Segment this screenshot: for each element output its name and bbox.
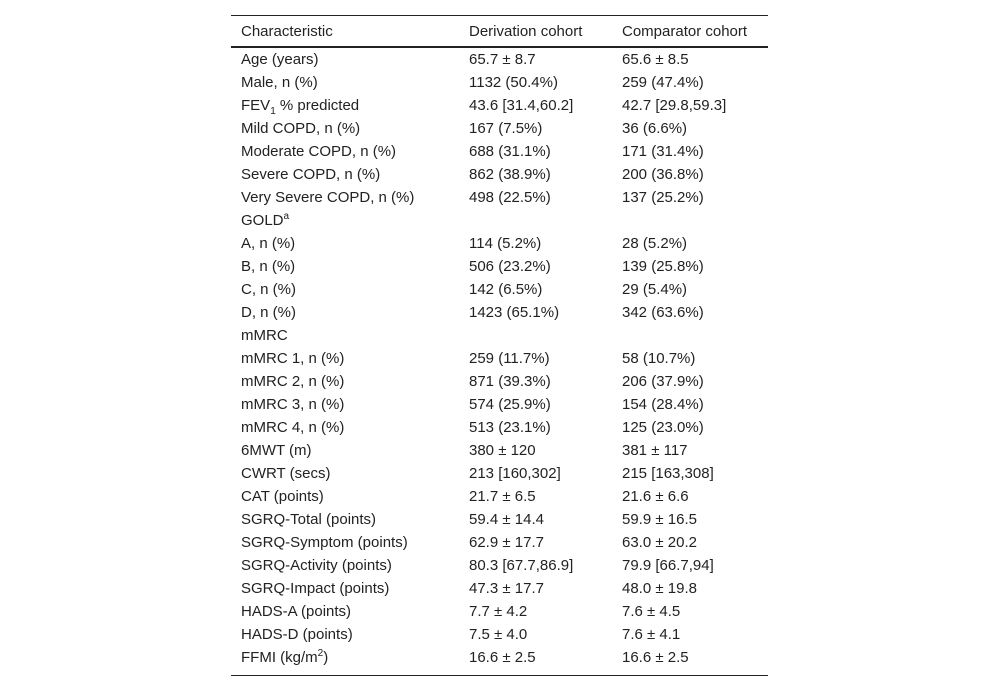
value-cell: 36 (6.6%) <box>622 120 688 137</box>
value-cell: 48.0 ± 19.8 <box>622 580 697 597</box>
label-text: FEV <box>241 97 271 114</box>
label-cell: mMRC 4, n (%) <box>241 419 345 436</box>
label-cell: mMRC <box>241 327 288 344</box>
subscript: 1 <box>270 106 276 117</box>
label-cell: B, n (%) <box>241 258 296 275</box>
value-cell: 1132 (50.4%) <box>469 74 558 91</box>
label-cell: C, n (%) <box>241 281 297 298</box>
value-cell: 574 (25.9%) <box>469 396 551 413</box>
label-cell: FFMI (kg/m2) <box>241 648 328 668</box>
value-cell: 688 (31.1%) <box>469 143 551 160</box>
label-cell: SGRQ-Total (points) <box>241 511 377 528</box>
label-cell: CWRT (secs) <box>241 465 331 482</box>
value-cell: 213 [160,302] <box>469 465 561 482</box>
superscript: a <box>283 211 290 222</box>
label-cell: mMRC 3, n (%) <box>241 396 345 413</box>
value-cell: 21.6 ± 6.6 <box>622 488 689 505</box>
label-text: FFMI (kg/m <box>241 649 318 666</box>
value-cell: 259 (11.7%) <box>469 350 550 367</box>
value-cell: 139 (25.8%) <box>622 258 704 275</box>
value-cell: 79.9 [66.7,94] <box>622 557 714 574</box>
header-rule <box>231 46 768 48</box>
label-text: % predicted <box>275 97 360 114</box>
label-cell: SGRQ-Activity (points) <box>241 557 392 574</box>
label-cell: Severe COPD, n (%) <box>241 166 381 183</box>
label-cell: Age (years) <box>241 51 319 68</box>
value-cell: 58 (10.7%) <box>622 350 696 367</box>
value-cell: 65.7 ± 8.7 <box>469 51 536 68</box>
top-rule <box>231 15 768 16</box>
value-cell: 114 (5.2%) <box>469 235 542 252</box>
value-cell: 59.4 ± 14.4 <box>469 511 544 528</box>
value-cell: 28 (5.2%) <box>622 235 688 252</box>
bottom-rule <box>231 675 768 676</box>
value-cell: 167 (7.5%) <box>469 120 543 137</box>
label-cell: Moderate COPD, n (%) <box>241 143 397 160</box>
label-cell: Mild COPD, n (%) <box>241 120 361 137</box>
value-cell: 16.6 ± 2.5 <box>622 649 689 666</box>
label-cell: mMRC 1, n (%) <box>241 350 345 367</box>
value-cell: 7.5 ± 4.0 <box>469 626 528 643</box>
value-cell: 80.3 [67.7,86.9] <box>469 557 574 574</box>
label-cell: D, n (%) <box>241 304 297 321</box>
value-cell: 200 (36.8%) <box>622 166 704 183</box>
value-cell: 7.7 ± 4.2 <box>469 603 528 620</box>
label-cell: SGRQ-Impact (points) <box>241 580 390 597</box>
value-cell: 43.6 [31.4,60.2] <box>469 97 574 114</box>
value-cell: 1423 (65.1%) <box>469 304 560 321</box>
header-cell: Characteristic <box>241 23 333 40</box>
value-cell: 498 (22.5%) <box>469 189 551 206</box>
value-cell: 7.6 ± 4.1 <box>622 626 681 643</box>
value-cell: 862 (38.9%) <box>469 166 551 183</box>
value-cell: 259 (47.4%) <box>622 74 704 91</box>
label-cell: FEV1 % predicted <box>241 96 360 117</box>
value-cell: 42.7 [29.8,59.3] <box>622 97 727 114</box>
value-cell: 171 (31.4%) <box>622 143 704 160</box>
label-cell: SGRQ-Symptom (points) <box>241 534 408 551</box>
value-cell: 59.9 ± 16.5 <box>622 511 697 528</box>
value-cell: 215 [163,308] <box>622 465 714 482</box>
label-cell: mMRC 2, n (%) <box>241 373 345 390</box>
value-cell: 63.0 ± 20.2 <box>622 534 697 551</box>
label-cell: Male, n (%) <box>241 74 318 91</box>
label-cell: HADS-D (points) <box>241 626 353 643</box>
value-cell: 142 (6.5%) <box>469 281 543 298</box>
label-cell: HADS-A (points) <box>241 603 352 620</box>
superscript: 2 <box>317 648 324 659</box>
value-cell: 154 (28.4%) <box>622 396 704 413</box>
header-cell: Derivation cohort <box>469 23 583 40</box>
value-cell: 206 (37.9%) <box>622 373 704 390</box>
label-cell: 6MWT (m) <box>241 442 312 459</box>
header-cell: Comparator cohort <box>622 23 748 40</box>
value-cell: 65.6 ± 8.5 <box>622 51 689 68</box>
value-cell: 29 (5.4%) <box>622 281 688 298</box>
value-cell: 47.3 ± 17.7 <box>469 580 544 597</box>
value-cell: 7.6 ± 4.5 <box>622 603 681 620</box>
value-cell: 342 (63.6%) <box>622 304 704 321</box>
value-cell: 16.6 ± 2.5 <box>469 649 536 666</box>
value-cell: 62.9 ± 17.7 <box>469 534 544 551</box>
value-cell: 125 (23.0%) <box>622 419 704 436</box>
value-cell: 506 (23.2%) <box>469 258 551 275</box>
label-cell: A, n (%) <box>241 235 296 252</box>
value-cell: 381 ± 117 <box>622 442 688 459</box>
label-text: ) <box>323 649 329 666</box>
label-cell: CAT (points) <box>241 488 324 505</box>
label-cell: GOLDa <box>241 211 289 231</box>
value-cell: 21.7 ± 6.5 <box>469 488 536 505</box>
value-cell: 871 (39.3%) <box>469 373 551 390</box>
label-text: GOLD <box>241 212 284 229</box>
value-cell: 380 ± 120 <box>469 442 536 459</box>
value-cell: 137 (25.2%) <box>622 189 704 206</box>
value-cell: 513 (23.1%) <box>469 419 551 436</box>
label-cell: Very Severe COPD, n (%) <box>241 189 415 206</box>
